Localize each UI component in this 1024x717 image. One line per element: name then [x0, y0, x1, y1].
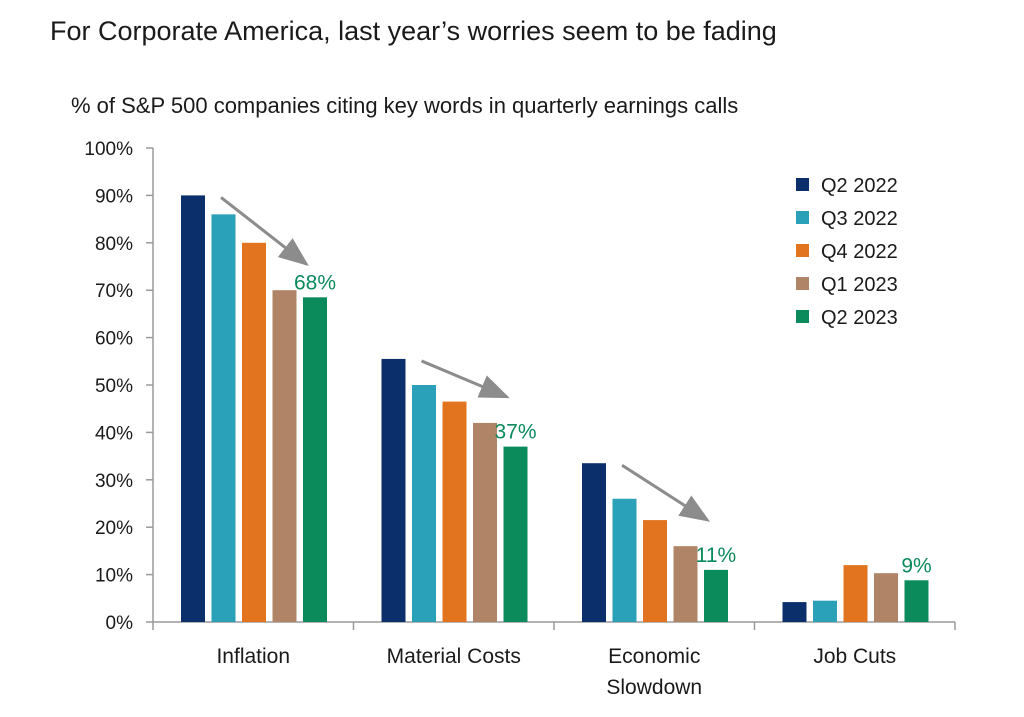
- chart-subtitle: % of S&P 500 companies citing key words …: [71, 93, 739, 118]
- x-category-label: Inflation: [216, 645, 290, 668]
- y-tick-label: 70%: [95, 281, 133, 302]
- y-tick-label: 80%: [95, 234, 133, 255]
- x-category-label: Material Costs: [387, 645, 521, 668]
- bar: [904, 580, 929, 622]
- trend-arrow: [621, 463, 711, 522]
- bar: [303, 297, 327, 622]
- trend-arrow: [420, 359, 510, 399]
- bar: [412, 385, 436, 622]
- data-label: 68%: [294, 271, 336, 294]
- bar: [272, 290, 297, 622]
- bar: [211, 214, 236, 623]
- bar: [582, 463, 606, 622]
- bar: [442, 401, 467, 622]
- data-label: 37%: [494, 421, 536, 444]
- bar: [381, 358, 406, 622]
- x-category-label: Economic: [608, 645, 700, 668]
- bar: [813, 600, 837, 622]
- bar: [503, 446, 528, 622]
- bar: [612, 498, 637, 622]
- bar: [874, 573, 898, 622]
- bar: [242, 242, 266, 623]
- y-tick-label: 30%: [95, 471, 133, 492]
- y-tick-label: 50%: [95, 376, 133, 397]
- page-title: For Corporate America, last year’s worri…: [50, 16, 777, 46]
- legend-swatch: [796, 211, 809, 224]
- data-label: 9%: [901, 554, 931, 577]
- legend-label: Q3 2022: [821, 208, 898, 230]
- legend-label: Q2 2023: [821, 307, 898, 329]
- y-tick-label: 90%: [95, 186, 133, 207]
- y-tick-label: 10%: [95, 566, 133, 587]
- legend-swatch: [796, 310, 809, 323]
- bar: [181, 195, 205, 622]
- bar: [673, 546, 698, 622]
- bar: [473, 422, 497, 622]
- x-category-label: Job Cuts: [813, 645, 896, 668]
- y-tick-label: 100%: [84, 139, 133, 160]
- bar: [704, 569, 728, 622]
- legend-label: Q1 2023: [821, 274, 898, 296]
- bar: [843, 565, 868, 622]
- y-tick-label: 20%: [95, 518, 133, 539]
- y-tick-label: 0%: [106, 613, 134, 634]
- trend-arrow: [220, 196, 309, 267]
- x-category-label: Slowdown: [606, 676, 702, 699]
- legend-label: Q2 2022: [821, 175, 898, 197]
- y-tick-label: 60%: [95, 329, 133, 350]
- legend-swatch: [796, 244, 809, 257]
- legend-swatch: [796, 178, 809, 191]
- legend-swatch: [796, 277, 809, 290]
- y-tick-label: 40%: [95, 423, 133, 444]
- bar: [782, 602, 807, 622]
- legend-label: Q4 2022: [821, 241, 898, 263]
- bar: [643, 520, 667, 622]
- data-label: 11%: [696, 544, 736, 567]
